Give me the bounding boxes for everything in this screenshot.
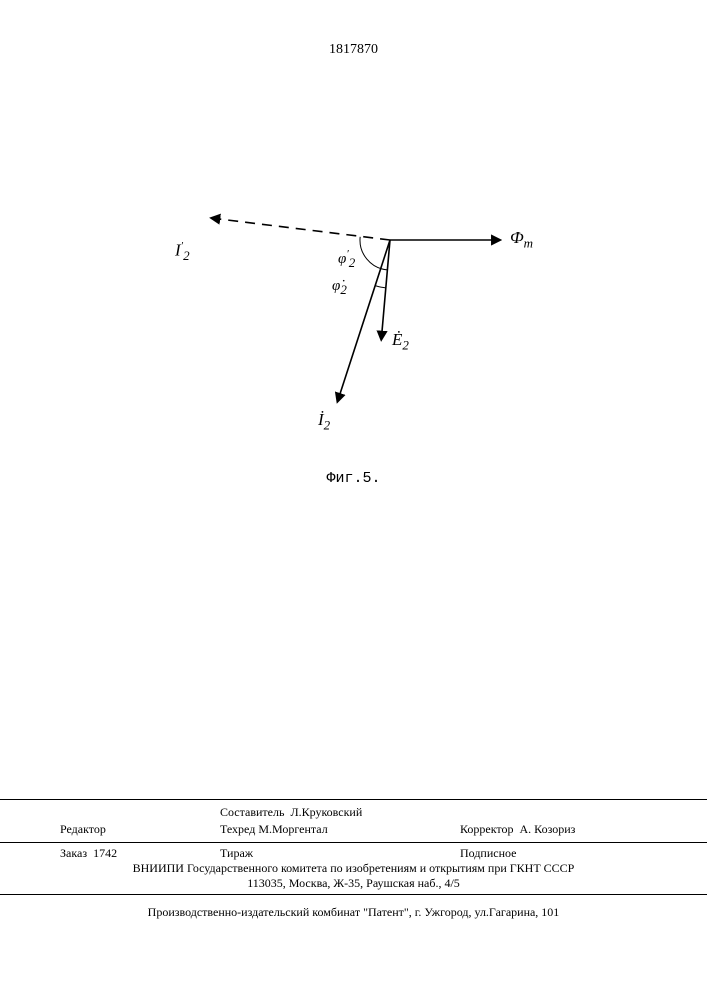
angle-label-phi2_prime: φ′2	[338, 248, 355, 271]
label-I2: İ2	[318, 410, 330, 433]
org-line: ВНИИПИ Государственного комитета по изоб…	[0, 861, 707, 876]
printer-line: Производственно-издательский комбинат "П…	[0, 895, 707, 1000]
arc-phi2_prime	[360, 237, 387, 270]
editor: Редактор	[60, 822, 220, 837]
subscription: Подписное	[460, 846, 667, 861]
order: Заказ 1742	[60, 846, 220, 861]
address-line: 113035, Москва, Ж-35, Раушская наб., 4/5	[0, 876, 707, 891]
compiler: Составитель Л.Круковский	[220, 805, 460, 820]
publication-block: Заказ 1742 Тираж Подписное ВНИИПИ Госуда…	[0, 843, 707, 895]
label-phi_m: Фm	[510, 228, 533, 251]
corrector: Корректор А. Козориз	[460, 822, 667, 837]
techred: Техред М.Моргентал	[220, 822, 460, 837]
vector-I2_prime	[211, 218, 390, 240]
tirage: Тираж	[220, 846, 460, 861]
vector-diagram: Фm I′2 Ė2 İ2 φ′2 φ̇2	[140, 190, 560, 470]
label-I2_prime: I′2	[175, 240, 190, 264]
page-number: 1817870	[329, 42, 378, 58]
credits-block: Составитель Л.Круковский Редактор Техред…	[0, 799, 707, 843]
angle-label-phi2: φ̇2	[332, 278, 347, 298]
label-E2: Ė2	[392, 330, 409, 353]
footer: Составитель Л.Круковский Редактор Техред…	[0, 799, 707, 1000]
diagram-svg	[140, 190, 560, 470]
editor-label	[60, 805, 220, 820]
arc-phi2	[375, 286, 386, 288]
figure-caption: Фиг.5.	[326, 470, 380, 487]
